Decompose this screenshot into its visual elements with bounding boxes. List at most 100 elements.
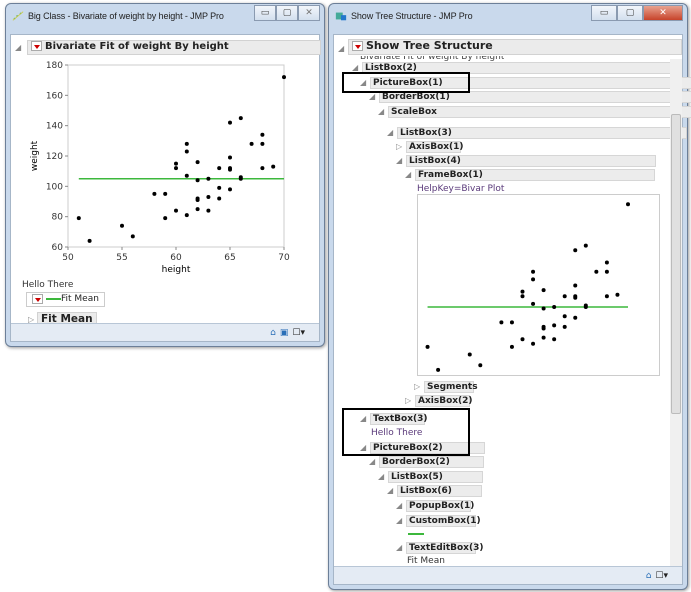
collapse-icon[interactable]: ◢ [387, 486, 394, 495]
tree-node-scalebox[interactable]: ScaleBox [388, 106, 691, 118]
data-point [552, 323, 557, 328]
tree-node-picturebox2[interactable]: PictureBox(2) [370, 442, 485, 454]
minimize-button[interactable]: ▭ [254, 5, 276, 21]
collapse-icon[interactable]: ◢ [405, 170, 412, 179]
red-triangle-menu-icon[interactable] [352, 41, 363, 51]
node-text-hello: Hello There [371, 428, 423, 438]
collapse-icon[interactable]: ◢ [396, 543, 403, 552]
data-point [163, 216, 168, 221]
data-point [195, 160, 200, 165]
data-point [174, 166, 178, 171]
bivariate-window: Big Class - Bivariate of weight by heigh… [5, 3, 325, 347]
tree-node-texteditbox3[interactable]: TextEditBox(3) [406, 542, 483, 554]
minimize-button[interactable]: ▭ [591, 5, 617, 21]
collapse-icon[interactable]: ◢ [378, 107, 385, 116]
collapse-icon[interactable]: ◢ [369, 92, 376, 101]
collapse-icon[interactable]: ◢ [387, 128, 394, 137]
expand-icon[interactable]: ▷ [414, 382, 421, 391]
disclosure-icon[interactable]: ◢ [15, 43, 22, 52]
data-point [573, 283, 578, 288]
bivariate-outline[interactable]: Bivariate Fit of weight By height [27, 40, 321, 55]
collapse-icon[interactable]: ◢ [360, 443, 367, 452]
legend-label: Fit Mean [61, 294, 99, 304]
highlight-textbox-picturebox2 [342, 408, 470, 456]
data-point [531, 269, 536, 274]
collapse-icon[interactable]: ◢ [360, 78, 367, 87]
data-point [583, 243, 588, 248]
tree-node-borderbox2[interactable]: BorderBox(2) [379, 456, 484, 468]
x-axis-label: height [162, 265, 191, 275]
window-list-icon[interactable]: ▣ [279, 327, 289, 338]
x-tick-label: 55 [116, 253, 127, 263]
fit-mean-title: Fit Mean [41, 313, 93, 325]
tree-node-listbox3[interactable]: ListBox(3) [397, 127, 687, 139]
data-point [520, 337, 525, 342]
collapse-icon[interactable]: ◢ [378, 472, 385, 481]
tree-node-segments[interactable]: Segments [424, 381, 478, 393]
tree-node-picturebox1[interactable]: PictureBox(1) [370, 77, 691, 89]
tree-node-borderbox1[interactable]: BorderBox(1) [379, 91, 691, 103]
tree-node-popupbox1[interactable]: PopupBox(1) [406, 500, 474, 512]
disclosure-icon[interactable]: ◢ [338, 44, 345, 53]
home-icon[interactable]: ⌂ [645, 570, 652, 581]
x-tick-label: 65 [224, 253, 235, 263]
legend-popup-icon[interactable] [32, 293, 43, 304]
data-point [206, 194, 211, 199]
window-title: Show Tree Structure - JMP Pro [351, 11, 473, 21]
close-button[interactable]: ✕ [298, 5, 320, 21]
expand-icon[interactable]: ▷ [28, 315, 35, 324]
data-point [282, 75, 286, 80]
tree-node-axisbox1[interactable]: AxisBox(1) [406, 141, 464, 153]
data-point [552, 305, 557, 309]
tree-node-custombox1[interactable]: CustomBox(1) [406, 515, 481, 527]
data-point [541, 335, 546, 340]
data-point [184, 213, 189, 218]
home-icon[interactable]: ⌂ [270, 327, 276, 338]
close-button[interactable]: ✕ [643, 5, 683, 21]
y-tick-label: 140 [46, 122, 63, 132]
tree-node-listbox4[interactable]: ListBox(4) [406, 155, 656, 167]
layout-icon[interactable]: ☐▾ [655, 570, 668, 581]
report-area: ◢ Bivariate Fit of weight By height 50 55… [10, 34, 321, 342]
red-triangle-menu-icon[interactable] [31, 41, 42, 51]
x-tick-label: 70 [278, 253, 290, 263]
tree-node-framebox1[interactable]: FrameBox(1) [415, 169, 655, 181]
scrollbar[interactable] [670, 59, 682, 566]
data-point [531, 341, 536, 346]
data-point [228, 167, 232, 172]
clipped-text: Bivariate Fit of weight By height [360, 56, 505, 61]
collapse-icon[interactable]: ◢ [396, 156, 403, 165]
data-point [260, 132, 265, 137]
data-point [509, 344, 514, 349]
collapse-icon[interactable]: ◢ [396, 501, 403, 510]
y-tick-label: 80 [52, 213, 64, 223]
highlight-picturebox1 [342, 72, 470, 93]
layout-icon[interactable]: ☐▾ [292, 327, 305, 338]
tree-node-axisbox2[interactable]: AxisBox(2) [415, 395, 473, 407]
scatter-app-icon [12, 11, 24, 21]
collapse-icon[interactable]: ◢ [360, 414, 367, 423]
scroll-thumb[interactable] [671, 114, 681, 414]
tree-node-textbox3[interactable]: TextBox(3) [370, 413, 428, 425]
title-bar: Big Class - Bivariate of weight by heigh… [6, 4, 324, 28]
collapse-icon[interactable]: ◢ [369, 457, 376, 466]
expand-icon[interactable]: ▷ [396, 142, 403, 151]
data-point [573, 295, 578, 300]
data-point [184, 141, 189, 146]
collapse-icon[interactable]: ◢ [352, 63, 359, 72]
tree-node-listbox6[interactable]: ListBox(6) [397, 485, 482, 497]
tree-app-icon [335, 12, 347, 21]
maximize-button[interactable]: ▢ [617, 5, 643, 21]
bivariate-plot: 50 55 60 65 70 60 80 100 120 140 160 180 height weigh… [30, 61, 290, 275]
tree-node-listbox2[interactable]: ListBox(2) [362, 62, 682, 74]
data-point [228, 120, 232, 125]
expand-icon[interactable]: ▷ [405, 396, 412, 405]
data-point [562, 294, 567, 299]
data-point [120, 223, 124, 228]
data-point [478, 363, 483, 368]
maximize-button[interactable]: ▢ [276, 5, 298, 21]
tree-outline[interactable]: Show Tree Structure [348, 39, 682, 55]
data-point [594, 269, 599, 274]
collapse-icon[interactable]: ◢ [396, 516, 403, 525]
tree-node-listbox5[interactable]: ListBox(5) [388, 471, 483, 483]
